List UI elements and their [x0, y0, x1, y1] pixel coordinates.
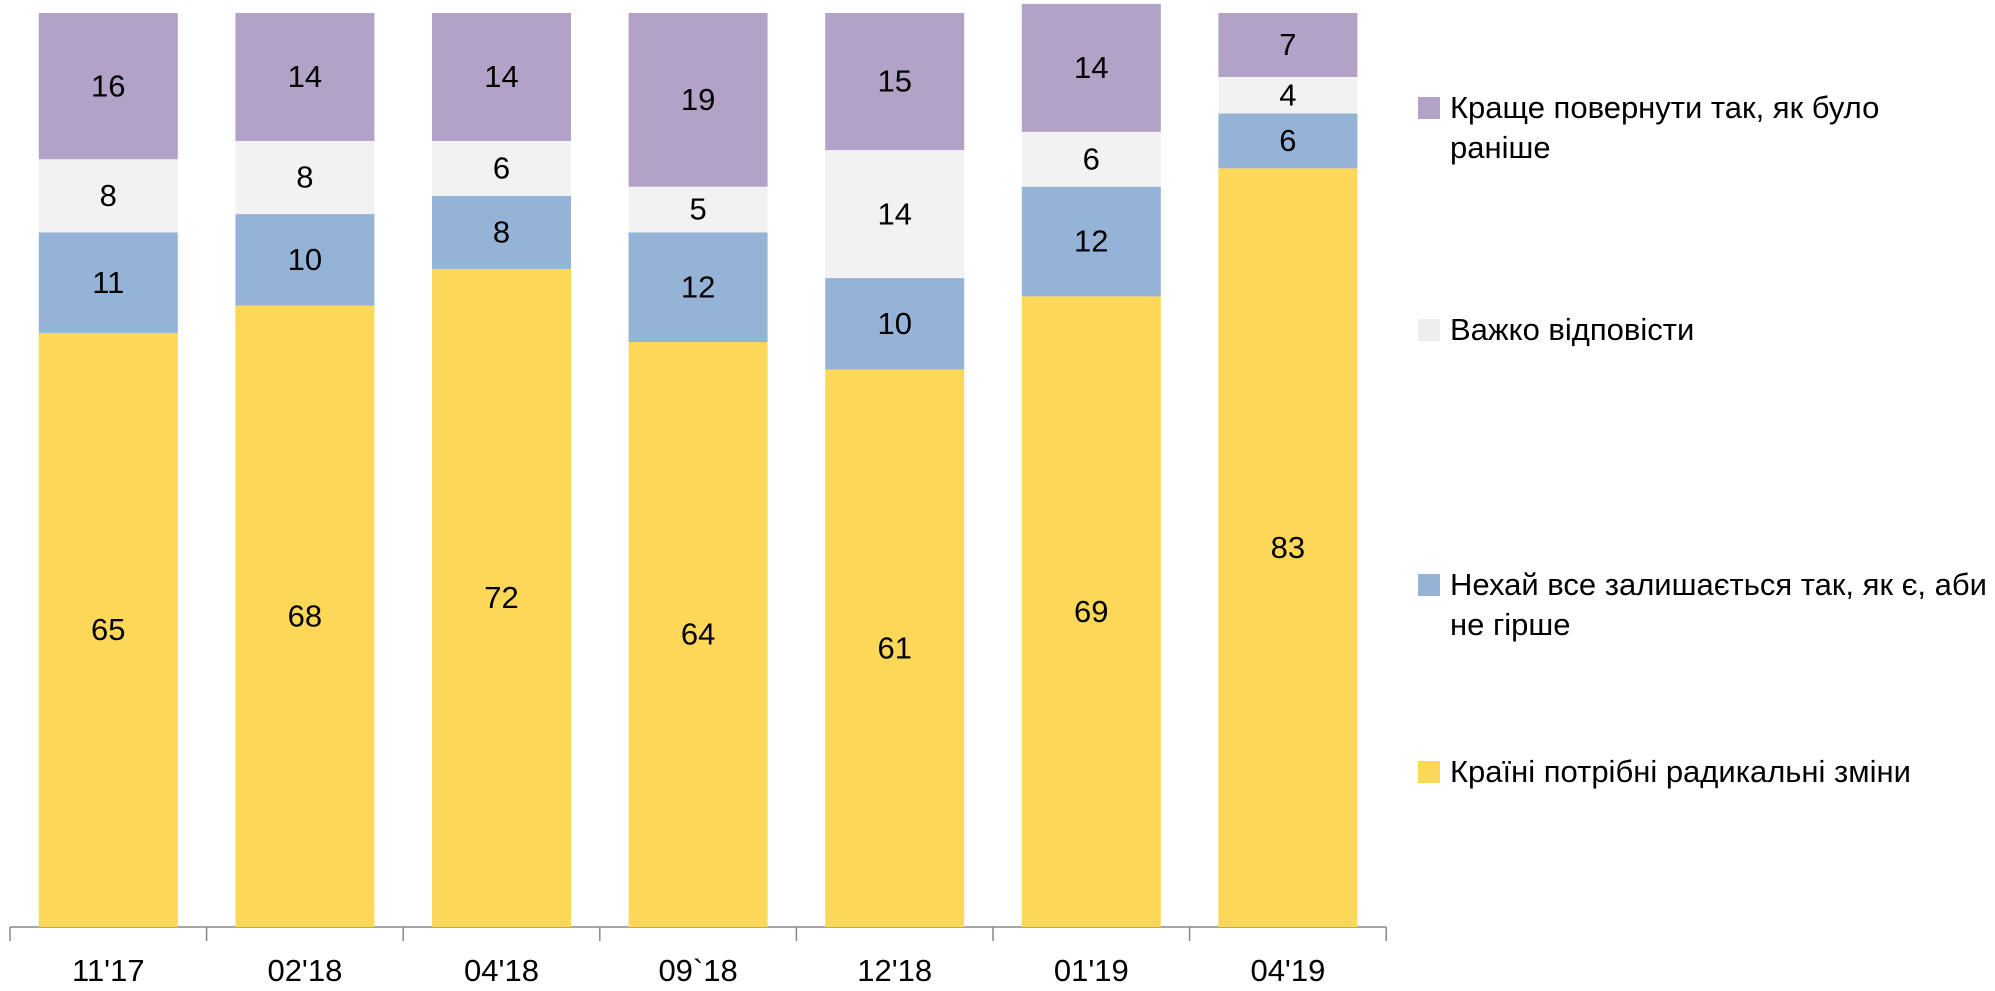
- data-label: 6: [493, 151, 510, 186]
- bar-segment: [825, 150, 965, 279]
- x-tick-label: 11'17: [72, 953, 145, 988]
- bar-segment: [432, 268, 571, 927]
- bar-segment: [1218, 76, 1358, 114]
- legend-item: Нехай все залишається так, як є, аби не …: [1418, 565, 1988, 645]
- data-label: 65: [91, 612, 125, 647]
- legend-label: Важко відповісти: [1450, 312, 1695, 347]
- bar-segment: [1021, 186, 1161, 297]
- x-tick-label: 02'18: [267, 953, 342, 988]
- data-label: 68: [288, 598, 322, 633]
- data-label: 12: [1074, 224, 1108, 259]
- data-label: 14: [288, 59, 322, 94]
- data-label: 14: [1074, 50, 1108, 85]
- bar-segment: [38, 13, 178, 160]
- data-label: 4: [1279, 77, 1296, 112]
- bar-segment: [825, 278, 965, 370]
- data-label: 11: [92, 265, 124, 300]
- data-label: 14: [877, 196, 911, 231]
- bar-segment: [1021, 131, 1161, 187]
- bar-segment: [235, 13, 375, 141]
- bar-segment: [432, 195, 571, 269]
- legend-label: Країні потрібні радикальні зміни: [1450, 754, 1911, 789]
- data-label: 5: [689, 192, 706, 227]
- bar-segment: [235, 305, 375, 928]
- bar-segment: [432, 140, 571, 196]
- bar-segment: [628, 342, 768, 927]
- legend-item: Країні потрібні радикальні зміни: [1418, 752, 1988, 792]
- bar-segment: [235, 214, 375, 306]
- data-label: 15: [877, 64, 911, 99]
- legend-swatch: [1418, 574, 1440, 596]
- legend-label: Краще повернути так, як було раніше: [1450, 90, 1880, 165]
- bar-segment: [1218, 113, 1358, 169]
- data-label: 72: [484, 580, 518, 615]
- bar-segment: [1021, 296, 1161, 928]
- legend-swatch: [1418, 319, 1440, 341]
- bar-segment: [38, 232, 178, 333]
- data-label: 8: [100, 178, 117, 213]
- bar-segment: [825, 369, 965, 928]
- bar-segment: [38, 332, 178, 927]
- bar-segment: [825, 13, 965, 151]
- data-label: 61: [877, 630, 911, 665]
- x-tick-label: 09`18: [658, 953, 737, 988]
- legend-item: Важко відповісти: [1418, 310, 1988, 350]
- x-tick-label: 04'19: [1250, 953, 1325, 988]
- bar-segment: [1218, 168, 1358, 927]
- data-label: 83: [1271, 530, 1305, 565]
- bar-segment: [432, 13, 571, 141]
- data-label: 69: [1074, 594, 1108, 629]
- data-label: 12: [681, 269, 715, 304]
- data-label: 8: [493, 215, 510, 250]
- data-label: 6: [1279, 123, 1296, 158]
- x-tick-label: 12'18: [857, 953, 932, 988]
- x-tick-label: 01'19: [1054, 953, 1129, 988]
- data-label: 10: [877, 306, 911, 341]
- bar-segment: [628, 186, 768, 233]
- legend-item: Краще повернути так, як було раніше: [1418, 88, 1988, 168]
- data-label: 10: [288, 242, 322, 277]
- legend-swatch: [1418, 761, 1440, 783]
- bar-segment: [628, 13, 768, 187]
- bar-segment: [1021, 3, 1161, 132]
- data-label: 8: [296, 160, 313, 195]
- bar-segment: [38, 159, 178, 233]
- data-label: 6: [1083, 141, 1100, 176]
- data-label: 14: [484, 59, 518, 94]
- bar-segment: [628, 232, 768, 343]
- bar-segment: [235, 140, 375, 215]
- data-label: 64: [681, 617, 715, 652]
- data-label: 7: [1279, 27, 1296, 62]
- legend-label: Нехай все залишається так, як є, аби не …: [1450, 567, 1987, 642]
- legend-swatch: [1418, 97, 1440, 119]
- x-tick-label: 04'18: [464, 953, 539, 988]
- data-label: 19: [681, 82, 715, 117]
- bar-segment: [1218, 13, 1358, 77]
- data-label: 16: [91, 68, 125, 103]
